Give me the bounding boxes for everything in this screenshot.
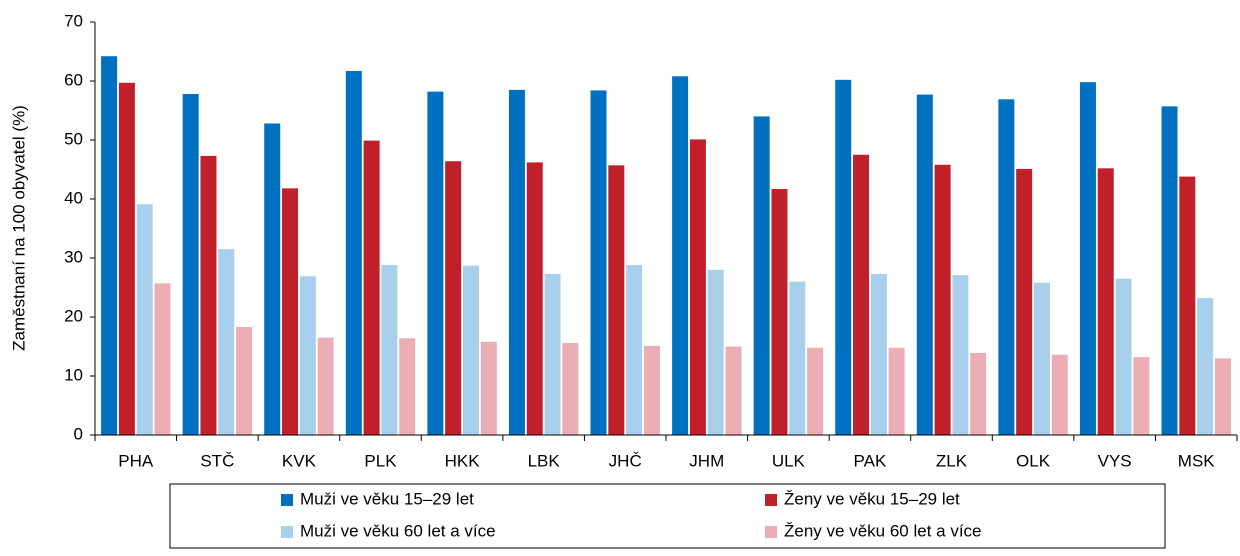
x-tick-label: MSK xyxy=(1178,451,1216,470)
bar xyxy=(970,352,987,435)
bar xyxy=(608,165,625,435)
bar xyxy=(590,90,607,435)
x-tick-label: VYS xyxy=(1098,451,1132,470)
y-tick-label: 10 xyxy=(64,365,83,384)
x-tick-label: ULK xyxy=(772,451,806,470)
y-tick-label: 50 xyxy=(64,129,83,148)
bar xyxy=(427,91,444,436)
bar xyxy=(480,341,497,435)
bar xyxy=(544,273,561,435)
x-tick-label: OLK xyxy=(1016,451,1051,470)
x-tick-label: ZLK xyxy=(936,451,968,470)
bar xyxy=(643,345,660,435)
bar xyxy=(888,347,905,435)
bar xyxy=(952,275,969,435)
legend-swatch xyxy=(765,526,777,538)
y-tick-label: 30 xyxy=(64,247,83,266)
bar xyxy=(299,276,316,435)
bar xyxy=(399,338,416,435)
legend-label: Muži ve věku 15–29 let xyxy=(300,489,474,508)
y-tick-label: 20 xyxy=(64,306,83,325)
y-tick-label: 70 xyxy=(64,11,83,30)
bar xyxy=(771,188,788,435)
bar xyxy=(1161,106,1178,436)
bar xyxy=(182,93,199,435)
bar xyxy=(562,342,579,435)
bar xyxy=(707,269,724,435)
bar xyxy=(998,99,1015,435)
bar xyxy=(1133,357,1150,435)
bar xyxy=(1079,82,1096,436)
bar xyxy=(381,265,398,435)
x-tick-label: HKK xyxy=(445,451,481,470)
x-tick-label: STČ xyxy=(200,451,234,470)
bar xyxy=(218,249,235,435)
bar xyxy=(445,161,462,436)
x-tick-label: PHA xyxy=(118,451,154,470)
legend-swatch xyxy=(281,526,293,538)
bar xyxy=(526,162,543,436)
bar xyxy=(1016,168,1033,435)
bar xyxy=(508,89,525,435)
bar xyxy=(1097,168,1114,435)
x-tick-label: JHM xyxy=(689,451,724,470)
x-tick-label: KVK xyxy=(282,451,317,470)
bar xyxy=(282,188,299,435)
y-axis-label: Zaměstnaní na 100 obyvatel (%) xyxy=(9,105,28,351)
bar xyxy=(835,79,852,435)
bar xyxy=(753,116,770,436)
legend-box xyxy=(169,483,1166,549)
bar xyxy=(200,155,217,435)
bar xyxy=(363,140,380,435)
legend-swatch xyxy=(765,494,777,506)
bar xyxy=(1051,354,1068,435)
y-tick-label: 60 xyxy=(64,70,83,89)
legend-label: Ženy ve věku 60 let a více xyxy=(784,521,982,540)
bar xyxy=(870,273,887,435)
bar xyxy=(626,265,643,435)
x-tick-label: PLK xyxy=(364,451,397,470)
bar xyxy=(317,337,334,435)
bar xyxy=(916,94,933,435)
bar xyxy=(462,265,479,435)
y-tick-label: 40 xyxy=(64,188,83,207)
x-tick-label: LBK xyxy=(528,451,561,470)
legend-label: Ženy ve věku 15–29 let xyxy=(784,489,960,508)
x-tick-label: PAK xyxy=(854,451,887,470)
legend-swatch xyxy=(281,494,293,506)
bar xyxy=(264,123,281,435)
bar xyxy=(689,139,706,435)
bar xyxy=(236,327,253,435)
bar xyxy=(672,76,689,435)
bar xyxy=(136,204,153,435)
bar xyxy=(789,281,806,435)
bar xyxy=(725,346,742,435)
x-tick-label: JHČ xyxy=(609,451,642,470)
bar xyxy=(1197,298,1214,435)
bar xyxy=(1214,358,1231,435)
bar xyxy=(934,164,951,435)
y-tick-label: 0 xyxy=(74,424,83,443)
bar xyxy=(1115,278,1132,435)
bar xyxy=(1033,282,1050,435)
bar xyxy=(807,347,824,435)
legend-label: Muži ve věku 60 let a více xyxy=(300,521,496,540)
bar xyxy=(345,70,362,435)
bar xyxy=(853,154,870,435)
bar xyxy=(101,56,118,435)
bar xyxy=(1179,176,1196,435)
bar xyxy=(154,283,171,435)
bar xyxy=(118,82,135,436)
